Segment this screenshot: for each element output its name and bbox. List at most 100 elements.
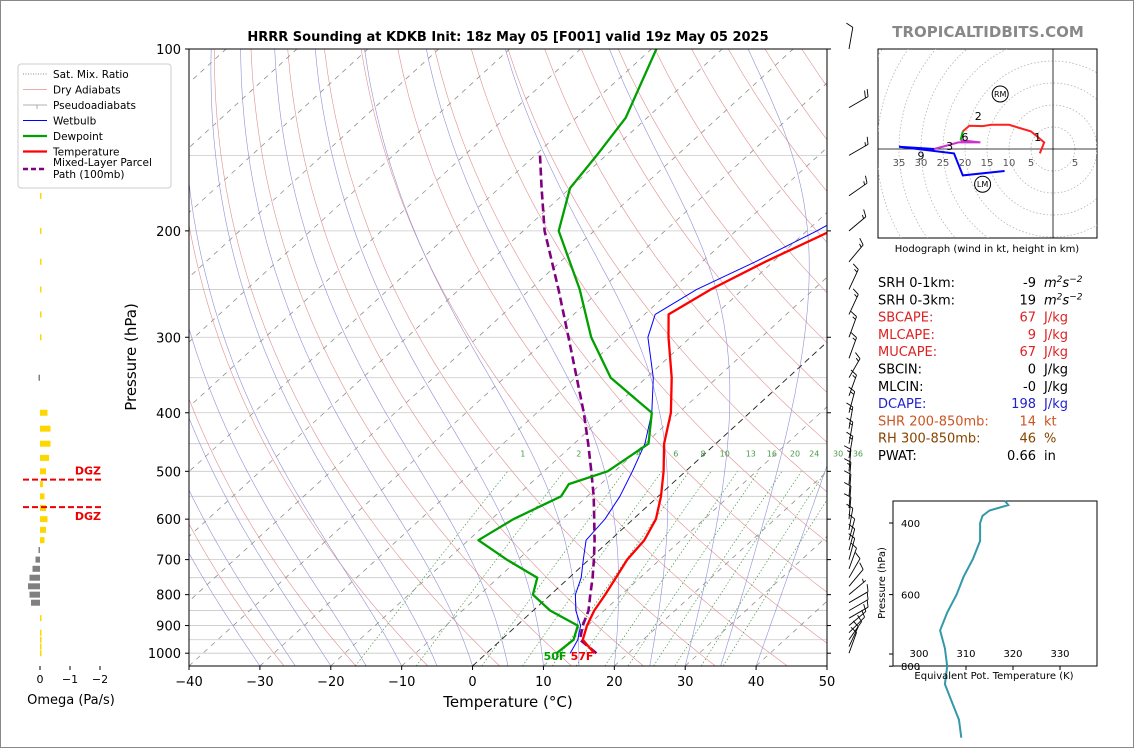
legend-label: Mixed-Layer Parcel [53,157,152,169]
wind-barb [843,353,862,378]
dry-adiabat [251,49,572,666]
stat-value: 46 [1019,432,1036,447]
barb-flag [848,534,856,539]
stat-label: SRH 0-1km: [878,276,955,291]
pseudoadiabat [211,49,437,666]
mix-ratio-label: 1 [520,449,525,458]
omega-bar [40,493,45,499]
wind-barb [842,432,853,458]
barb-flag [854,553,862,559]
pseudoadiabat [159,49,366,666]
mix-ratio-line [675,471,802,666]
barb-flag [846,23,853,27]
pressure-tick-label: 100 [156,43,181,58]
temperature-tick-label: 10 [535,675,552,690]
omega-bar [40,615,42,621]
theta-e-tick-label: 300 [909,649,928,660]
pseudoadiabat [426,49,618,666]
theta-e-tick-label: 400 [901,519,920,530]
dgz-label: DGZ [75,510,101,523]
omega-bar [33,566,41,572]
omega-bar [40,426,51,432]
barb-shaft [849,548,857,569]
temperature-tick-label: 0 [468,675,476,690]
mixed-layer-parcel-path-mb-trace [540,155,596,653]
pressure-tick-label: 1000 [148,647,181,662]
hodograph-height-label: 6 [962,131,969,144]
omega-bar [40,637,42,643]
stat-label: SRH 0-3km: [878,293,955,308]
barb-flag [852,264,860,270]
wind-barb [845,176,869,196]
mix-ratio-line [701,471,825,666]
barb-shaft [849,97,868,108]
wind-barb [845,604,869,625]
mix-ratio-label: 6 [673,449,678,458]
mix-ratio-line [355,471,507,666]
omega-tick-label: −1 [62,673,78,686]
hodograph-frame [878,49,1097,238]
surface-dewpoint-label: 50F [544,650,567,663]
mix-ratio-label: 10 [720,449,730,458]
hodograph-ring-label: 5 [1028,158,1034,169]
stat-value: -9 [1023,276,1036,291]
legend-label: Sat. Mix. Ratio [53,69,129,81]
hodograph-height-label: 1 [1034,131,1041,144]
stat-value: 67 [1019,311,1036,326]
mix-ratio-label: 2 [576,449,581,458]
dewpoint-trace [478,49,656,653]
barb-shaft [849,580,866,594]
barb-half-flag [847,463,851,465]
mix-ratio-label: 36 [853,449,863,458]
theta-e-tick-label: 320 [1003,649,1022,660]
omega-bar [40,537,45,543]
omega-bar [36,557,41,563]
stat-label: DCAPE: [878,397,926,412]
omega-bar [40,650,42,656]
pressure-tick-label: 600 [156,513,181,528]
barb-half-flag [851,392,855,394]
barb-shaft [849,294,858,314]
stat-label: SHR 200-850mb: [878,414,989,429]
omega-bars [28,193,51,656]
pseudoadiabat [184,49,402,666]
hodograph-ring-label: 25 [937,158,950,169]
wind-barb [846,137,871,156]
dry-adiabat [361,49,787,666]
legend-label: Path (100mb) [53,169,125,181]
legend-label: Dewpoint [53,131,103,143]
barb-shaft [849,27,853,49]
barb-shaft [849,144,868,155]
barb-flag [850,311,858,316]
barb-flag [846,403,853,407]
barb-flag [852,289,860,295]
omega-bar [40,516,48,522]
wind-barb [844,238,865,262]
barb-flag [858,563,865,570]
stat-label: PWAT: [878,449,917,464]
stat-unit: J/kg [1043,311,1068,326]
barb-flag [844,446,851,450]
stat-label: MLCAPE: [878,328,935,343]
temperature-tick-label: −20 [317,675,344,690]
barb-half-flag [854,294,858,297]
stat-label: SBCAPE: [878,311,933,326]
temperature-axis-label: Temperature (°C) [442,693,572,711]
wind-barb [842,23,853,49]
barb-shaft [849,269,858,289]
chart-title: HRRR Sounding at KDKB Init: 18z May 05 [… [247,30,768,45]
surface-temperature-label: 57F [571,650,594,663]
stat-unit: m2s−2 [1044,292,1083,308]
barb-half-flag [854,269,858,272]
theta-e-tick-label: 600 [901,591,920,602]
barb-shaft [849,183,867,196]
stat-value: 67 [1019,345,1036,360]
isotherm-line [260,49,935,666]
isobar-grid [189,49,827,666]
omega-bar [40,286,42,292]
omega-bar [40,311,42,317]
